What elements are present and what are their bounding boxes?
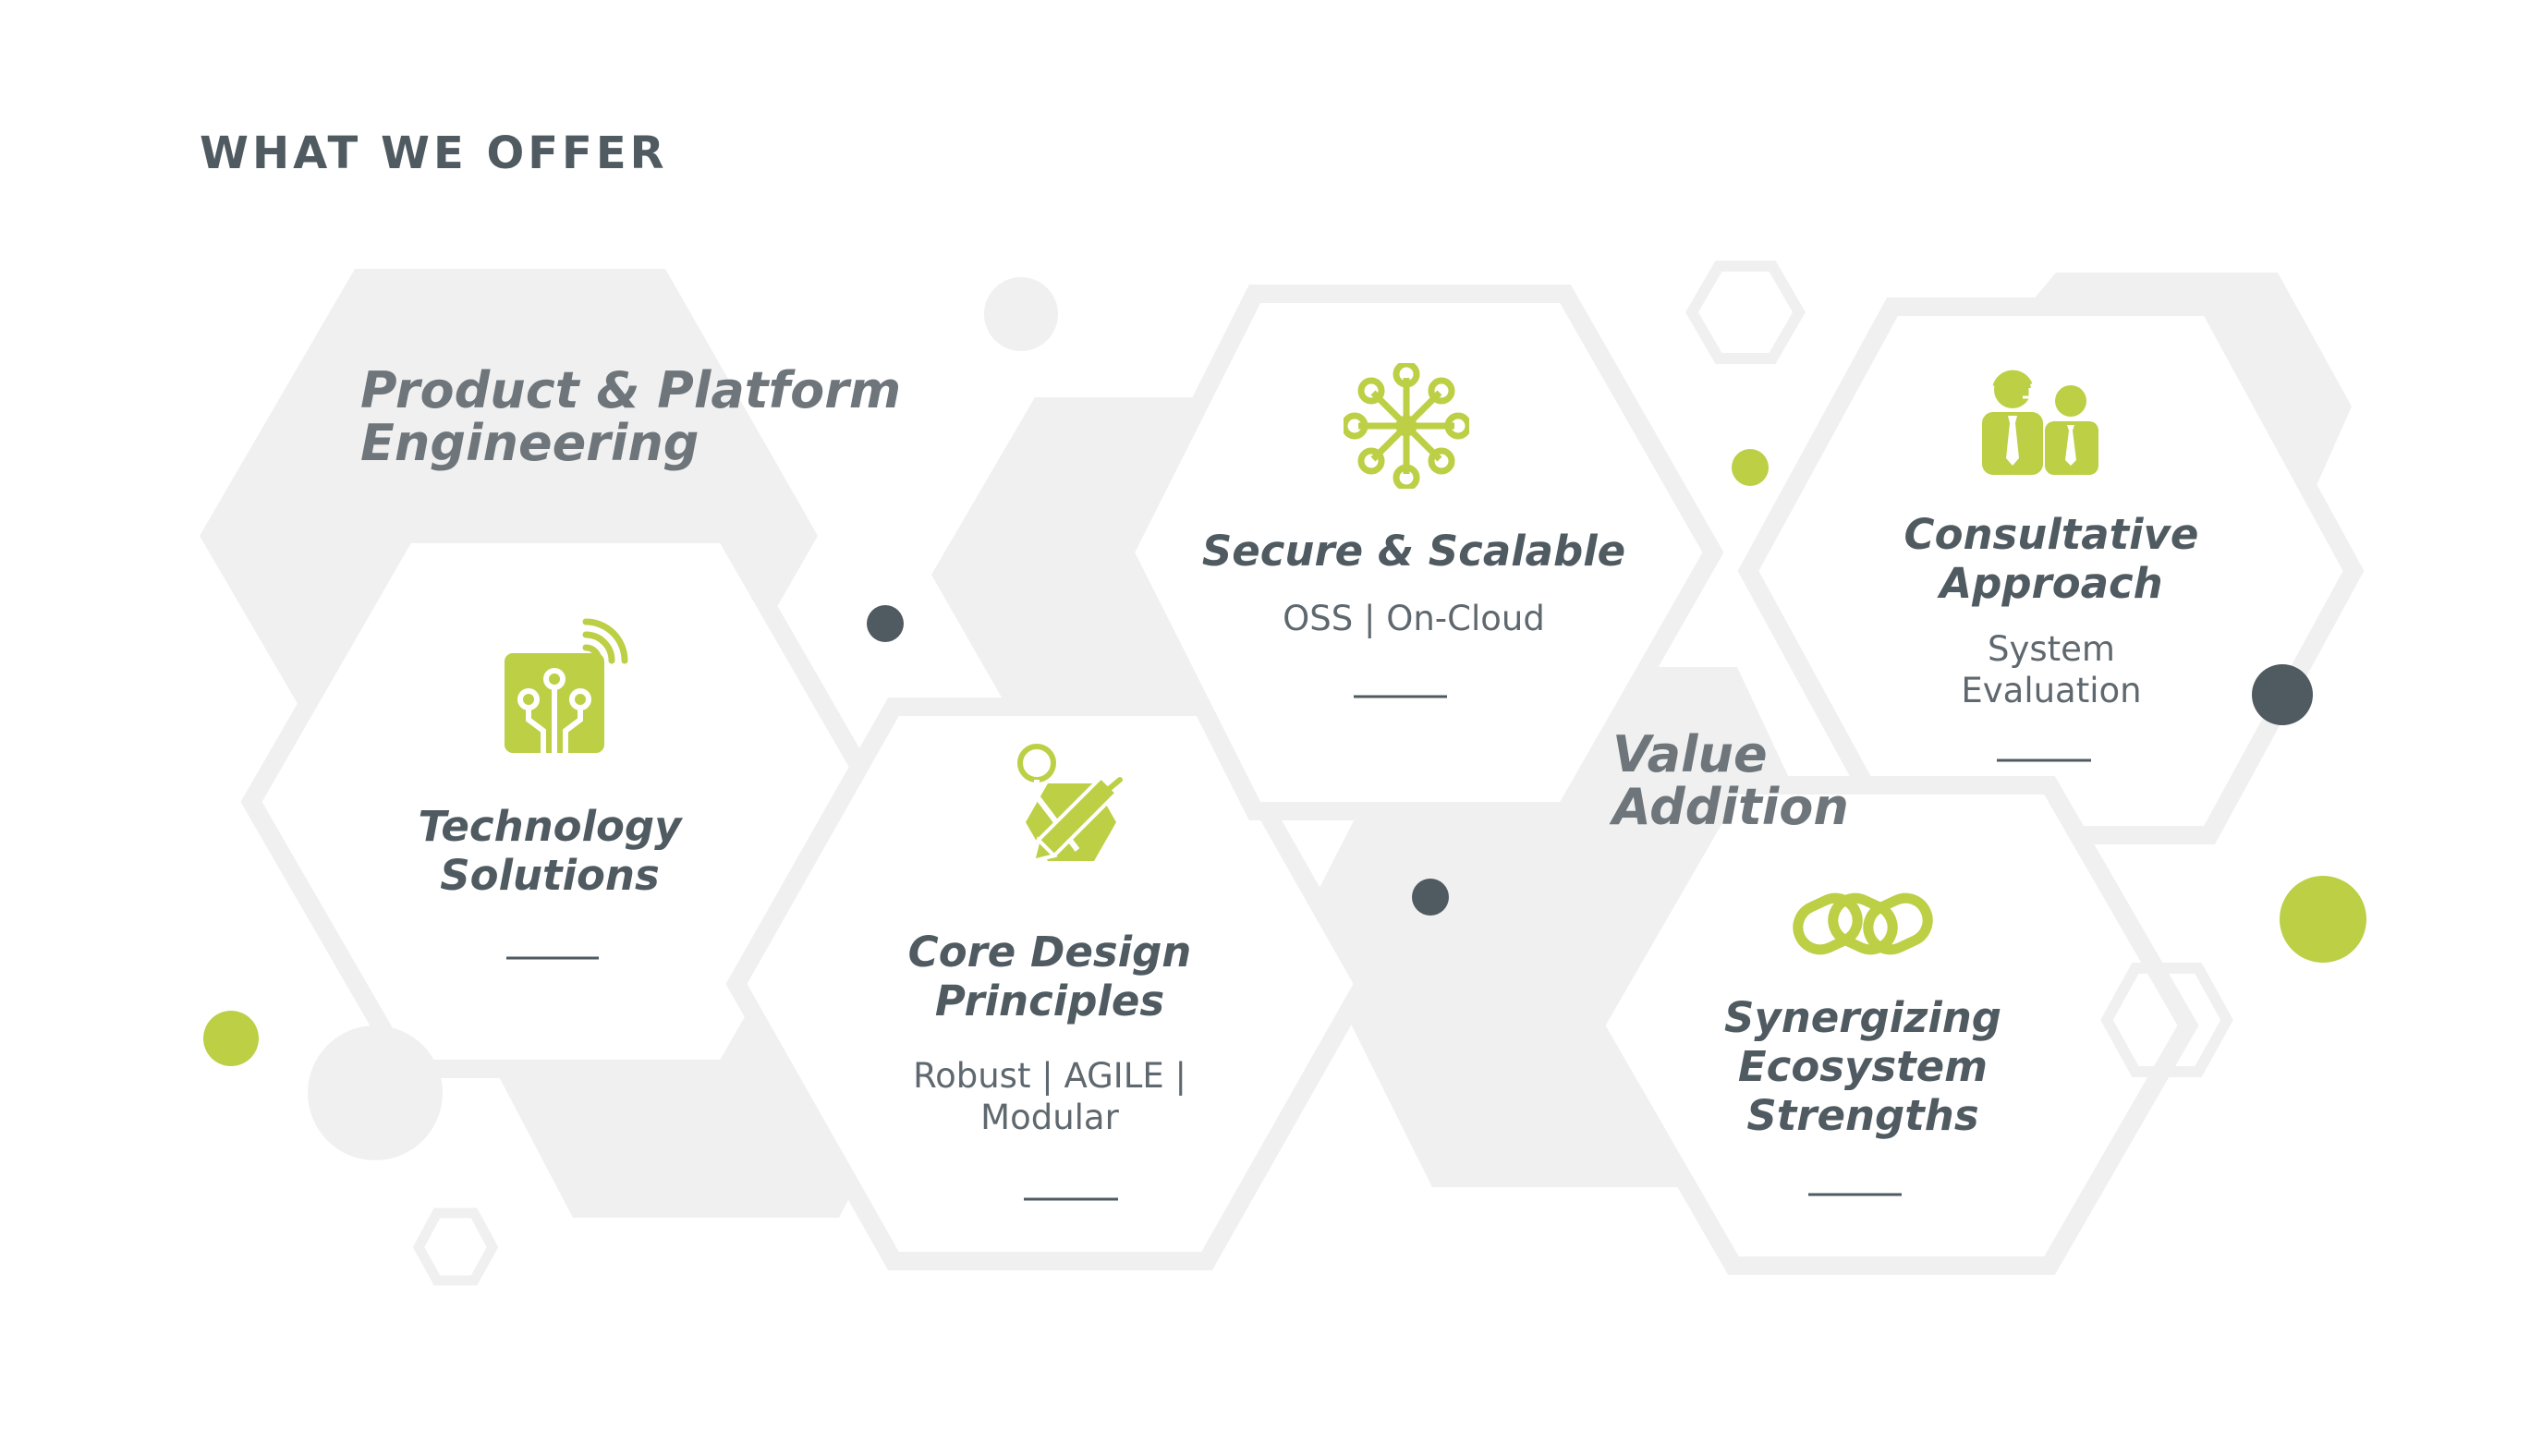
card-title-line: Ecosystem xyxy=(1737,1042,1989,1091)
card-subtitle-core-design: Robust | AGILE | Modular xyxy=(865,1055,1235,1138)
card-subtitle-line: Evaluation xyxy=(1961,671,2142,710)
section-heading-line: Product & Platform xyxy=(360,361,902,419)
page-title: WHAT WE OFFER xyxy=(200,127,668,179)
dark-dot xyxy=(1412,879,1449,916)
card-title-line: Synergizing xyxy=(1724,993,2001,1042)
card-hexagon xyxy=(1113,285,1724,820)
dark-dot xyxy=(867,605,904,642)
network-nodes-icon xyxy=(1344,363,1469,489)
card-title-core-design: Core Design Principles xyxy=(865,928,1235,1025)
section-heading-line: Engineering xyxy=(360,414,699,472)
green-dot xyxy=(203,1011,259,1066)
card-title-line: Strengths xyxy=(1746,1091,1979,1140)
card-title-line: Core Design xyxy=(907,928,1192,977)
card-title-line: Consultative xyxy=(1903,510,2199,559)
dark-dot xyxy=(2252,664,2313,725)
consultants-icon xyxy=(1982,370,2098,475)
outline-hexagon xyxy=(2100,963,2233,1077)
outline-hexagon xyxy=(412,1207,499,1286)
card-title-synergizing: Synergizing Ecosystem Strengths xyxy=(1678,993,2048,1140)
gray-dot xyxy=(984,277,1058,351)
card-subtitle-line: Robust | AGILE | xyxy=(913,1056,1186,1096)
card-subtitle-line: Modular xyxy=(980,1098,1119,1137)
card-subtitle-consultative: System Evaluation xyxy=(1867,628,2236,711)
green-dot xyxy=(2280,876,2366,963)
design-pencil-icon xyxy=(1017,744,1123,864)
card-title-line: Approach xyxy=(1940,559,2163,608)
section-heading-line: Addition xyxy=(1612,778,1849,836)
card-subtitle-line: System xyxy=(1988,629,2115,669)
circuit-chip-icon xyxy=(505,618,628,753)
card-hexagon xyxy=(725,698,1375,1270)
card-hexagon xyxy=(1584,776,2199,1275)
card-title-line: Principles xyxy=(934,977,1165,1025)
chain-links-icon xyxy=(1793,892,1933,955)
section-heading-line: Value xyxy=(1612,725,1768,783)
card-title-line: Solutions xyxy=(440,851,660,900)
card-subtitle-line: OSS | On-Cloud xyxy=(1283,599,1545,638)
section-heading-product-platform: Product & Platform Engineering xyxy=(360,364,901,469)
green-dot xyxy=(1732,449,1769,486)
section-heading-value-addition: Value Addition xyxy=(1612,728,1849,833)
card-title-line: Technology xyxy=(418,802,682,851)
card-title-secure-scalable: Secure & Scalable xyxy=(1164,527,1663,576)
card-title-technology-solutions: Technology Solutions xyxy=(365,802,735,900)
card-title-consultative: Consultative Approach xyxy=(1867,510,2236,608)
card-subtitle-secure-scalable: OSS | On-Cloud xyxy=(1164,598,1663,639)
card-title-line: Secure & Scalable xyxy=(1201,527,1626,576)
outline-hexagon xyxy=(1685,261,1806,364)
gray-dot xyxy=(308,1025,443,1160)
